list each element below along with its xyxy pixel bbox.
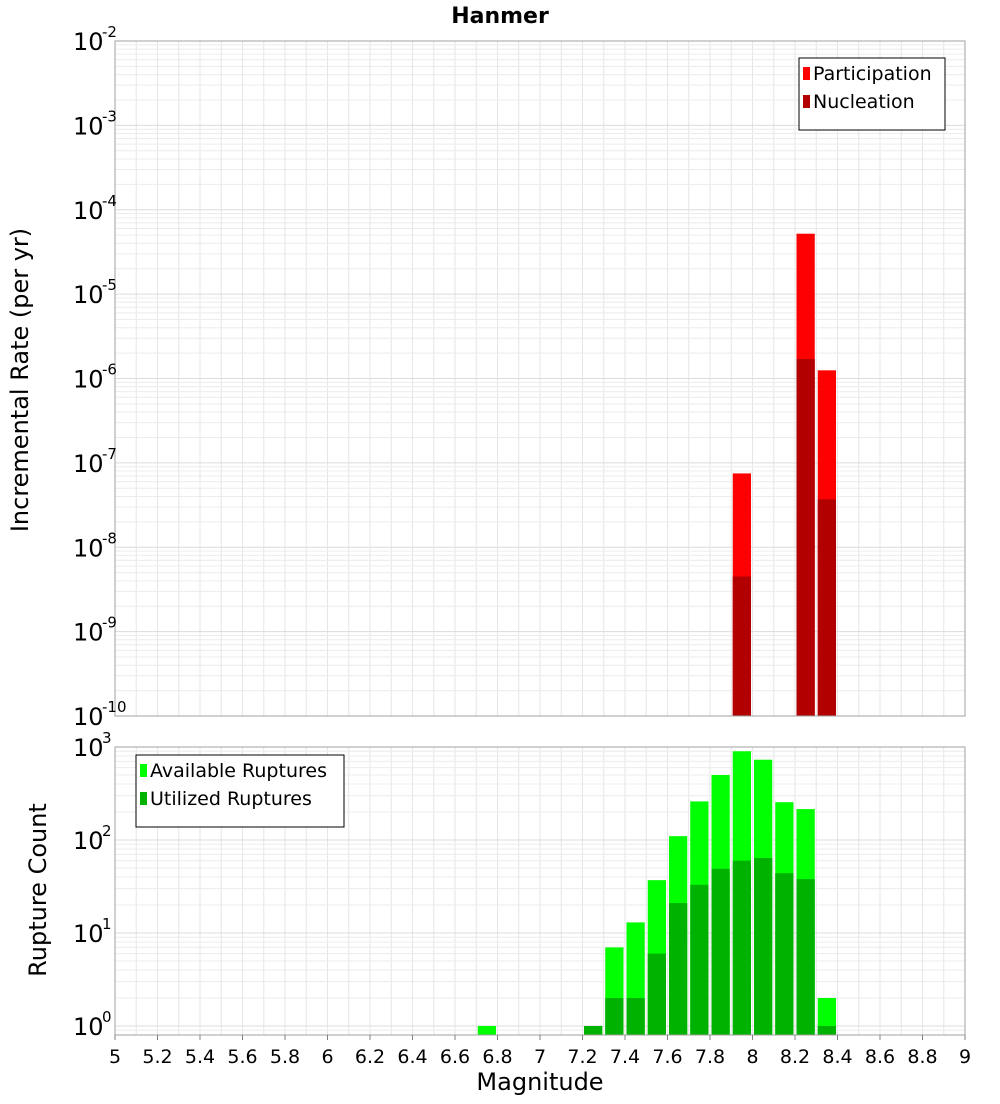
bar-utilized-ruptures bbox=[626, 997, 645, 1035]
legend-label: Available Ruptures bbox=[150, 760, 327, 782]
bottom-y-tick-exponent: 2 bbox=[102, 822, 112, 840]
bar-utilized-ruptures bbox=[817, 1025, 836, 1035]
x-tick-label: 9 bbox=[959, 1046, 971, 1068]
top-y-tick-label: 10 bbox=[73, 281, 104, 309]
top-y-tick-label: 10 bbox=[73, 112, 104, 140]
x-tick-label: 7.2 bbox=[567, 1046, 597, 1068]
top-y-axis-title: Incremental Rate (per yr) bbox=[6, 228, 34, 532]
top-y-tick-exponent: -9 bbox=[102, 614, 117, 632]
top-y-tick-exponent: -4 bbox=[102, 192, 117, 210]
bar-available-ruptures bbox=[477, 1025, 496, 1035]
x-tick-label: 7.6 bbox=[652, 1046, 682, 1068]
x-tick-label: 6.6 bbox=[440, 1046, 470, 1068]
legend-swatch bbox=[140, 764, 147, 777]
bottom-y-tick-label: 10 bbox=[73, 1013, 104, 1041]
x-tick-label: 8.4 bbox=[822, 1046, 852, 1068]
x-tick-label: 8.6 bbox=[865, 1046, 895, 1068]
bottom-y-tick-label: 10 bbox=[73, 827, 104, 855]
top-y-tick-label: 10 bbox=[73, 197, 104, 225]
top-y-tick-exponent: -2 bbox=[102, 23, 117, 41]
top-y-tick-exponent: -6 bbox=[102, 361, 117, 379]
x-tick-label: 5.8 bbox=[270, 1046, 300, 1068]
legend-swatch bbox=[803, 67, 810, 80]
legend-label: Participation bbox=[813, 63, 932, 85]
x-tick-label: 5.2 bbox=[142, 1046, 172, 1068]
legend-box bbox=[798, 57, 946, 131]
legend-swatch bbox=[803, 95, 810, 108]
x-tick-label: 7.4 bbox=[610, 1046, 640, 1068]
bar-utilized-ruptures bbox=[711, 868, 730, 1035]
bar-utilized-ruptures bbox=[732, 860, 751, 1035]
x-tick-label: 6.8 bbox=[482, 1046, 512, 1068]
chart-title: Hanmer bbox=[451, 4, 549, 29]
legend-label: Nucleation bbox=[813, 91, 915, 113]
bar-utilized-ruptures bbox=[690, 884, 709, 1035]
bar-nucleation bbox=[732, 576, 751, 716]
top-plot: 10-1010-910-810-710-610-510-410-310-2Par… bbox=[73, 23, 966, 731]
x-tick-label: 7.8 bbox=[695, 1046, 725, 1068]
legend-box bbox=[135, 754, 345, 828]
top-y-tick-exponent: -7 bbox=[102, 445, 117, 463]
top-y-tick-exponent: -3 bbox=[102, 107, 117, 125]
top-y-tick-label: 10 bbox=[73, 366, 104, 394]
x-tick-label: 5.4 bbox=[185, 1046, 215, 1068]
top-y-tick-exponent: -10 bbox=[102, 698, 127, 716]
x-tick-label: 8 bbox=[746, 1046, 758, 1068]
top-y-tick-label: 10 bbox=[73, 619, 104, 647]
bottom-y-tick-label: 10 bbox=[73, 920, 104, 948]
x-tick-label: 6 bbox=[321, 1046, 333, 1068]
top-y-tick-label: 10 bbox=[73, 703, 104, 731]
top-y-tick-label: 10 bbox=[73, 534, 104, 562]
x-tick-label: 5.6 bbox=[227, 1046, 257, 1068]
x-tick-label: 5 bbox=[109, 1046, 121, 1068]
bar-nucleation bbox=[796, 359, 815, 716]
bar-utilized-ruptures bbox=[584, 1025, 603, 1035]
bar-utilized-ruptures bbox=[605, 997, 624, 1035]
x-tick-label: 6.2 bbox=[355, 1046, 385, 1068]
bottom-y-tick-label: 10 bbox=[73, 734, 104, 762]
bar-nucleation bbox=[817, 499, 836, 716]
bar-utilized-ruptures bbox=[669, 903, 688, 1035]
bar-utilized-ruptures bbox=[775, 873, 794, 1035]
bottom-y-axis-title: Rupture Count bbox=[24, 803, 52, 977]
x-axis-title: Magnitude bbox=[476, 1068, 603, 1096]
bottom-y-tick-exponent: 3 bbox=[102, 729, 112, 747]
bar-utilized-ruptures bbox=[796, 879, 815, 1035]
top-y-tick-label: 10 bbox=[73, 28, 104, 56]
top-y-tick-label: 10 bbox=[73, 450, 104, 478]
top-y-tick-exponent: -5 bbox=[102, 276, 117, 294]
legend-label: Utilized Ruptures bbox=[150, 788, 312, 810]
legend-swatch bbox=[140, 792, 147, 805]
x-tick-label: 8.2 bbox=[780, 1046, 810, 1068]
top-y-tick-exponent: -8 bbox=[102, 529, 117, 547]
x-tick-label: 7 bbox=[534, 1046, 546, 1068]
x-tick-label: 8.8 bbox=[907, 1046, 937, 1068]
x-tick-label: 6.4 bbox=[397, 1046, 427, 1068]
bar-available-ruptures bbox=[817, 997, 836, 1035]
bottom-y-tick-exponent: 1 bbox=[102, 915, 112, 933]
bar-utilized-ruptures bbox=[647, 953, 666, 1035]
bar-utilized-ruptures bbox=[754, 858, 773, 1035]
top-plot-frame bbox=[114, 40, 966, 717]
bottom-y-tick-exponent: 0 bbox=[102, 1008, 112, 1026]
